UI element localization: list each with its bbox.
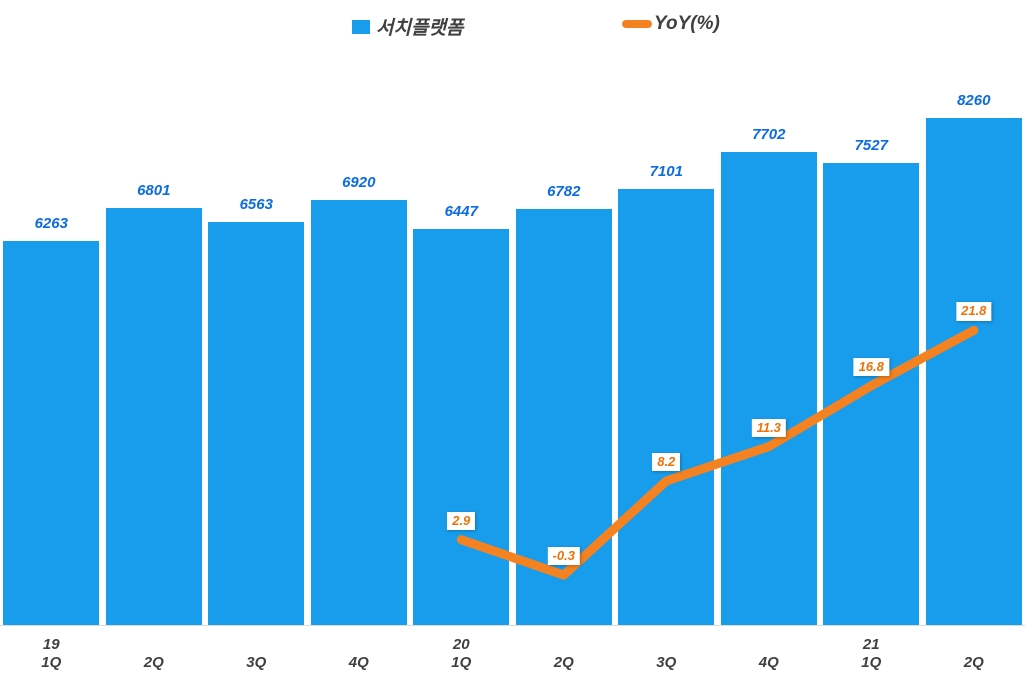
bar bbox=[310, 200, 407, 625]
bar bbox=[3, 240, 100, 625]
legend-item-line-series: YoY(%) bbox=[622, 13, 720, 35]
bar-value-label: 6782 bbox=[547, 182, 581, 200]
bar-value-label: 6263 bbox=[34, 214, 68, 232]
x-axis-line bbox=[0, 625, 1025, 626]
bar-value-label: 6920 bbox=[342, 174, 376, 192]
x-quarter-label: 4Q bbox=[348, 654, 369, 671]
bar-value-label: 6801 bbox=[137, 181, 171, 199]
x-year-label: 20 bbox=[452, 636, 470, 653]
bar-value-label: 6447 bbox=[444, 203, 478, 221]
legend-line-label: YoY(%) bbox=[654, 13, 720, 34]
x-quarter-label: 3Q bbox=[656, 654, 677, 671]
x-quarter-label: 3Q bbox=[246, 654, 267, 671]
bar bbox=[925, 118, 1022, 625]
bar bbox=[105, 207, 202, 625]
bar-value-label: 8260 bbox=[957, 92, 991, 109]
yoy-point-label: 11.3 bbox=[751, 418, 786, 437]
yoy-point-label: 2.9 bbox=[447, 511, 476, 530]
yoy-point-label: 16.8 bbox=[853, 357, 889, 376]
bar bbox=[413, 229, 510, 625]
bar-value-label: 7702 bbox=[752, 126, 786, 144]
x-quarter-label: 2Q bbox=[553, 654, 574, 671]
yoy-point-label: 21.8 bbox=[956, 302, 992, 321]
x-quarter-label: 2Q bbox=[143, 654, 164, 671]
bar bbox=[720, 152, 817, 625]
line-series-swatch-icon bbox=[622, 20, 652, 28]
bar-series-swatch-icon bbox=[352, 19, 370, 34]
x-quarter-label: 1Q bbox=[451, 654, 472, 671]
x-quarter-label: 1Q bbox=[41, 654, 62, 671]
yoy-point-label: 8.2 bbox=[652, 452, 681, 472]
x-quarter-label: 1Q bbox=[861, 654, 882, 671]
bar bbox=[823, 162, 920, 625]
bar-value-label: 7527 bbox=[854, 136, 888, 154]
bar-value-label: 6563 bbox=[239, 196, 273, 214]
yoy-point-label: -0.3 bbox=[547, 547, 580, 566]
x-year-label: 21 bbox=[862, 636, 880, 653]
bar bbox=[208, 222, 305, 625]
bar-value-label: 7101 bbox=[649, 163, 683, 181]
legend-item-bar-series: 서치플랫폼 bbox=[352, 13, 463, 40]
legend-bar-label: 서치플랫폼 bbox=[376, 18, 464, 39]
x-year-label: 19 bbox=[42, 636, 60, 653]
bar bbox=[618, 189, 715, 625]
x-quarter-label: 2Q bbox=[963, 654, 984, 671]
x-quarter-label: 4Q bbox=[758, 654, 779, 671]
